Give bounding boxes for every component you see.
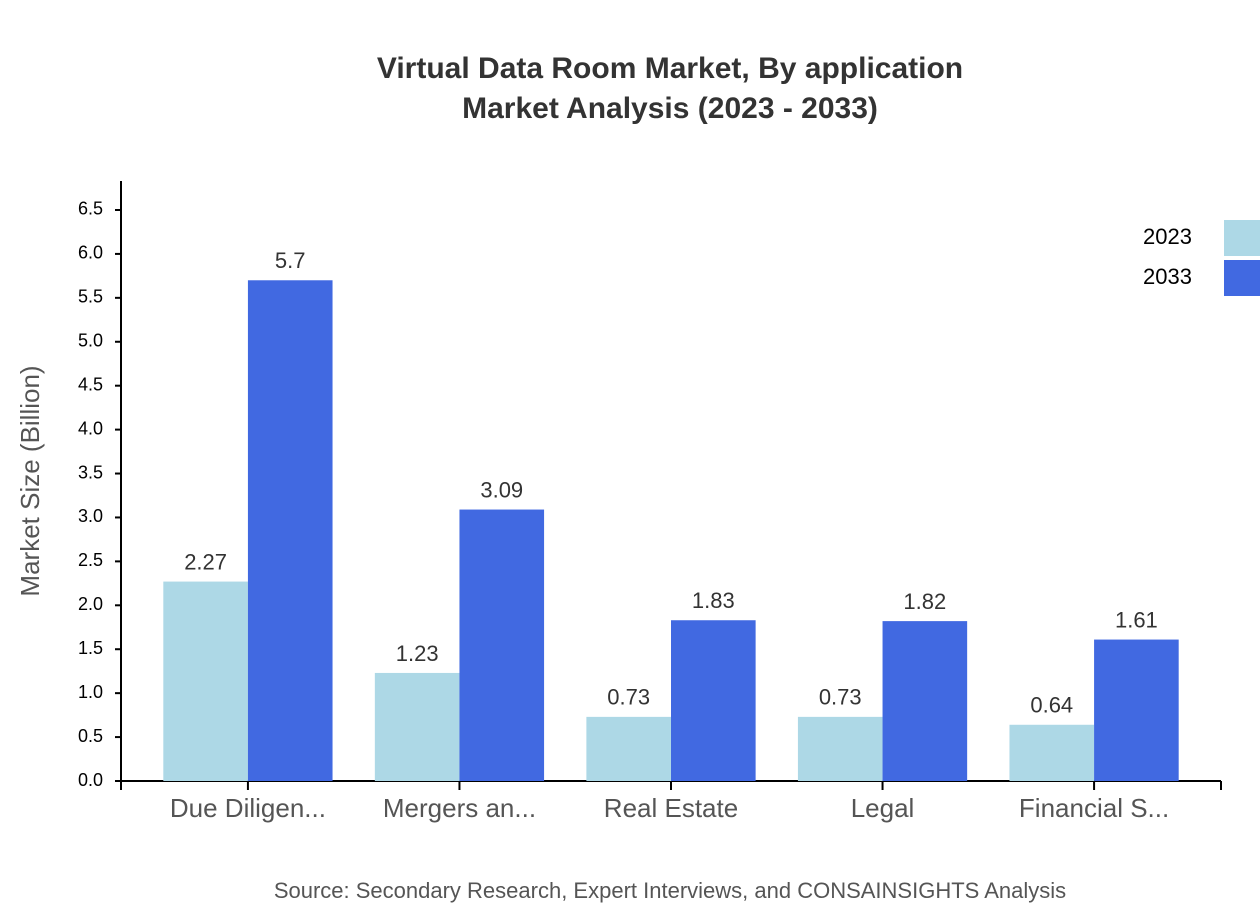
value-label: 2.27 [184,549,227,574]
x-tick-label: Real Estate [604,793,738,823]
x-tick-label: Financial S... [1019,793,1169,823]
y-axis-label: Market Size (Billion) [15,365,45,596]
bar [1094,639,1179,781]
bar [374,672,460,781]
bar [1009,724,1095,781]
value-label: 0.64 [1030,693,1073,718]
y-tick-label: 2.5 [78,550,103,570]
legend-label: 2023 [1143,224,1192,249]
value-label: 1.23 [396,641,439,666]
bar [459,509,545,781]
bar [586,716,671,781]
bar [797,716,883,781]
bar [163,581,248,781]
bar [247,280,333,781]
bar [882,621,968,781]
value-label: 1.82 [903,589,946,614]
source-note: Source: Secondary Research, Expert Inter… [274,878,1066,903]
x-tick-label: Mergers an... [383,793,536,823]
y-tick-label: 6.5 [78,199,103,219]
y-tick-label: 0.5 [78,726,103,746]
value-label: 0.73 [607,685,650,710]
x-tick-label: Due Diligen... [170,793,326,823]
x-tick-label: Legal [851,793,915,823]
legend-swatch [1224,220,1260,256]
value-label: 1.61 [1115,607,1158,632]
bar [671,620,756,781]
chart-title: Virtual Data Room Market, By application [377,52,963,85]
value-label: 3.09 [480,477,523,502]
y-tick-label: 5.5 [78,287,103,307]
y-tick-label: 1.5 [78,638,103,658]
y-tick-label: 5.0 [78,331,103,351]
chart-subtitle: Market Analysis (2023 - 2033) [462,92,878,125]
value-label: 1.83 [692,588,735,613]
y-tick-label: 1.0 [78,682,103,702]
value-label: 5.7 [275,248,306,273]
y-tick-label: 6.0 [78,243,103,263]
y-tick-label: 3.0 [78,506,103,526]
legend-label: 2033 [1143,264,1192,289]
y-tick-label: 3.5 [78,462,103,482]
y-tick-label: 4.0 [78,418,103,438]
y-tick-label: 2.0 [78,594,103,614]
y-tick-label: 4.5 [78,374,103,394]
legend-swatch [1224,260,1260,296]
value-label: 0.73 [819,685,862,710]
y-tick-label: 0.0 [78,770,103,790]
